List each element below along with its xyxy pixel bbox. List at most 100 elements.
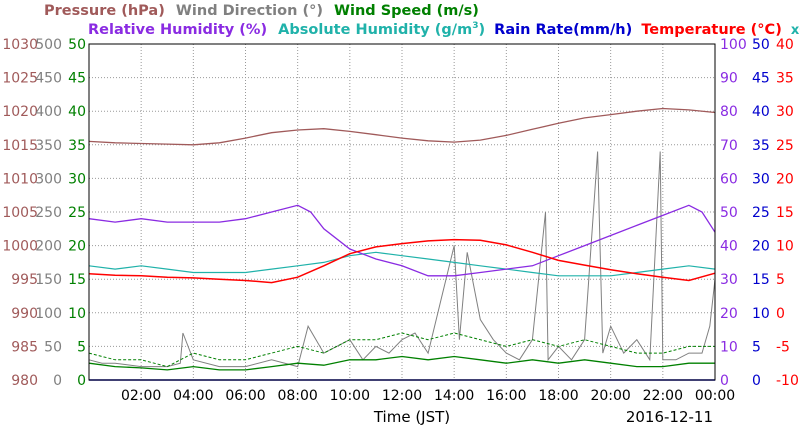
tick-rain_rate-6: 30: [752, 171, 770, 187]
x-tick-6: 14:00: [434, 388, 474, 404]
tick-pressure-2: 990: [11, 306, 38, 322]
series-wind-direction: [88, 151, 716, 368]
x-tick-2: 06:00: [225, 388, 265, 404]
tick-pressure-10: 1030: [2, 37, 38, 53]
tick-wind_direction-3: 150: [35, 272, 62, 288]
tick-wind_speed-9: 45: [68, 71, 86, 87]
x-tick-7: 16:00: [486, 388, 526, 404]
date-label: 2016-12-11: [626, 408, 713, 426]
x-tick-3: 08:00: [277, 388, 317, 404]
series-pressure: [88, 107, 716, 146]
tick-relative_humidity-7: 70: [720, 138, 738, 154]
tick-temperature-5: 15: [776, 205, 794, 221]
x-tick-5: 12:00: [382, 388, 422, 404]
tick-temperature-6: 20: [776, 171, 794, 187]
x-tick-4: 10:00: [330, 388, 370, 404]
tick-wind_direction-8: 400: [35, 104, 62, 120]
tick-wind_speed-7: 35: [68, 138, 86, 154]
tick-rain_rate-1: 5: [752, 339, 761, 355]
tick-rain_rate-10: 50: [752, 37, 770, 53]
tick-relative_humidity-5: 50: [720, 205, 738, 221]
tick-temperature-7: 25: [776, 138, 794, 154]
series-wind-speed: [88, 355, 715, 371]
tick-relative_humidity-2: 20: [720, 306, 738, 322]
series-temperature: [88, 238, 716, 284]
legend-absolute-humidity-sup: 3: [472, 21, 479, 31]
legend-absolute-humidity: Absolute Humidity (g/m3): [278, 21, 486, 38]
tick-temperature-10: 40: [776, 37, 794, 53]
tick-wind_direction-5: 250: [35, 205, 62, 221]
tick-wind_speed-2: 10: [68, 306, 86, 322]
tick-relative_humidity-10: 100: [720, 37, 747, 53]
grid: [89, 44, 716, 380]
tick-relative_humidity-1: 10: [720, 339, 738, 355]
tick-rain_rate-9: 45: [752, 71, 770, 87]
x-tick-11: 00:00: [695, 388, 735, 404]
x-tick-1: 04:00: [173, 388, 213, 404]
tick-relative_humidity-3: 30: [720, 272, 738, 288]
tick-rain_rate-5: 25: [752, 205, 770, 221]
legend-relative-humidity: Relative Humidity (%): [88, 21, 268, 38]
series-wind-gust: [88, 332, 715, 368]
tick-pressure-8: 1020: [2, 104, 38, 120]
tick-pressure-9: 1025: [2, 71, 38, 87]
tick-wind_speed-3: 15: [68, 272, 86, 288]
x-tick-8: 18:00: [538, 388, 578, 404]
legend-scale-note: x0.1: [790, 22, 800, 38]
x-tick-0: 02:00: [121, 388, 161, 404]
tick-wind_speed-6: 30: [68, 171, 86, 187]
x-tick-9: 20:00: [590, 388, 630, 404]
tick-temperature-4: 10: [776, 239, 794, 255]
tick-pressure-5: 1005: [2, 205, 38, 221]
tick-rain_rate-2: 10: [752, 306, 770, 322]
tick-wind_direction-10: 500: [35, 37, 62, 53]
tick-rain_rate-0: 0: [752, 373, 761, 389]
tick-wind_speed-1: 5: [77, 339, 86, 355]
tick-pressure-6: 1010: [2, 171, 38, 187]
tick-wind_speed-5: 25: [68, 205, 86, 221]
tick-pressure-1: 985: [11, 339, 38, 355]
tick-temperature-2: 0: [776, 306, 785, 322]
plot-frame: [88, 43, 716, 381]
tick-relative_humidity-9: 90: [720, 71, 738, 87]
tick-rain_rate-3: 15: [752, 272, 770, 288]
tick-relative_humidity-6: 60: [720, 171, 738, 187]
tick-relative_humidity-8: 80: [720, 104, 738, 120]
legend-row-2: Relative Humidity (%) Absolute Humidity …: [88, 21, 800, 38]
tick-rain_rate-4: 20: [752, 239, 770, 255]
tick-pressure-3: 995: [11, 272, 38, 288]
legend-rain-rate: Rain Rate(mm/h): [494, 21, 633, 38]
series-relative-humidity: [88, 204, 716, 277]
series-absolute-humidity-x0-1: [88, 251, 716, 277]
legend-temperature: Temperature (°C): [641, 21, 782, 38]
tick-rain_rate-8: 40: [752, 104, 770, 120]
tick-pressure-7: 1015: [2, 138, 38, 154]
tick-temperature-3: 5: [776, 272, 785, 288]
tick-relative_humidity-0: 0: [720, 373, 729, 389]
tick-relative_humidity-4: 40: [720, 239, 738, 255]
legend-absolute-humidity-close: ): [478, 21, 486, 38]
tick-wind_speed-10: 50: [68, 37, 86, 53]
legend-wind-direction: Wind Direction (°): [175, 3, 323, 19]
tick-wind_direction-7: 350: [35, 138, 62, 154]
tick-temperature-9: 35: [776, 71, 794, 87]
tick-wind_direction-9: 450: [35, 71, 62, 87]
tick-wind_speed-0: 0: [77, 373, 86, 389]
tick-wind_direction-6: 300: [35, 171, 62, 187]
legend-wind-speed: Wind Speed (m/s): [334, 3, 479, 19]
tick-wind_direction-0: 0: [53, 373, 62, 389]
tick-pressure-0: 980: [11, 373, 38, 389]
tick-wind_speed-8: 40: [68, 104, 86, 120]
x-tick-10: 22:00: [643, 388, 683, 404]
tick-wind_direction-4: 200: [35, 239, 62, 255]
legend-absolute-humidity-text: Absolute Humidity (g/m: [278, 21, 473, 38]
x-axis-label: Time (JST): [373, 408, 450, 426]
tick-wind_speed-4: 20: [68, 239, 86, 255]
tick-wind_direction-2: 100: [35, 306, 62, 322]
tick-temperature-8: 30: [776, 104, 794, 120]
tick-rain_rate-7: 35: [752, 138, 770, 154]
tick-temperature-1: -5: [776, 339, 790, 355]
tick-pressure-4: 1000: [2, 239, 38, 255]
legend-row-1: Pressure (hPa) Wind Direction (°) Wind S…: [44, 3, 479, 19]
